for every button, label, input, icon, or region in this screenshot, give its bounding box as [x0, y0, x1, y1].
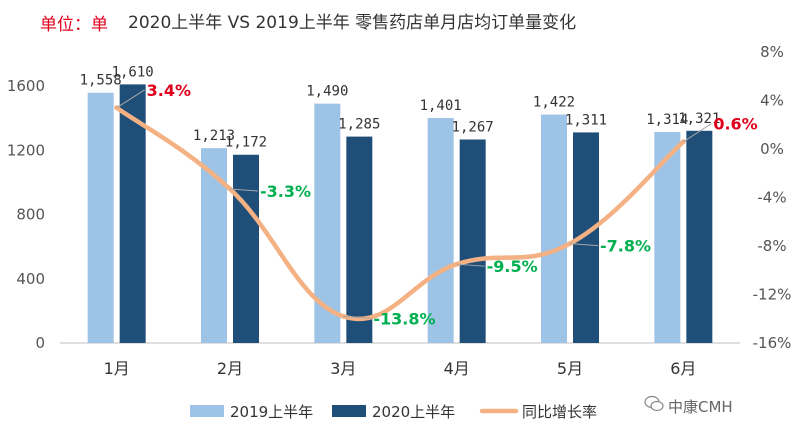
growth-rate-line — [114, 105, 686, 322]
y-left-tick-label: 800 — [16, 206, 45, 224]
legend-swatch — [190, 405, 224, 417]
bar-label-2020: 1,311 — [565, 112, 607, 128]
bar-2019 — [87, 92, 114, 343]
bar-2020 — [459, 139, 486, 343]
chart-title: 2020上半年 VS 2019上半年 零售药店单月店均订单量变化 — [128, 13, 577, 33]
growth-rate-leader — [343, 315, 372, 319]
bar-label-2020: 1,267 — [452, 119, 494, 135]
bar-label-2020: 1,285 — [338, 117, 380, 133]
growth-rate-leader — [229, 188, 259, 192]
y-right-tick-label: 4% — [760, 92, 784, 110]
y-left-tick-label: 400 — [16, 270, 45, 288]
bar-label-2019: 1,422 — [533, 95, 575, 111]
growth-rate-leader — [456, 263, 485, 267]
bar-2020 — [119, 84, 146, 344]
y-left-tick-label: 1600 — [7, 77, 45, 95]
x-category-label: 6月 — [670, 359, 696, 378]
legend-swatch — [332, 405, 366, 417]
growth-line-group: 3.4% -3.3% -13.8% -9.5% -7.8% 0.6% — [114, 81, 758, 328]
growth-rate-leader — [683, 123, 712, 143]
left-y-axis: 0 400 800 1200 1600 — [7, 77, 45, 352]
growth-rate-label: -7.8% — [600, 237, 651, 256]
bar-2020 — [346, 136, 373, 343]
x-category-label: 2月 — [217, 359, 243, 378]
x-category-label: 1月 — [104, 359, 130, 378]
bar-2020 — [233, 154, 259, 343]
unit-label: 单位：单 — [40, 15, 108, 35]
growth-rate-label: 0.6% — [713, 115, 757, 134]
growth-rate-label: 3.4% — [147, 81, 191, 100]
x-category-label: 4月 — [444, 359, 470, 378]
growth-rate-label: -13.8% — [373, 309, 435, 328]
bar-label-2019: 1,490 — [306, 84, 348, 100]
y-right-tick-label: -8% — [757, 237, 786, 255]
bar-2019 — [427, 117, 454, 343]
bar-label-2020: 1,610 — [112, 64, 154, 80]
legend-label: 2020上半年 — [372, 403, 455, 421]
x-category-label: 5月 — [557, 359, 583, 378]
growth-rate-leader — [569, 243, 599, 247]
growth-rate-leader — [116, 89, 145, 109]
growth-rate-label: -9.5% — [487, 257, 538, 276]
y-right-tick-label: -16% — [753, 334, 792, 352]
wechat-icon — [644, 395, 664, 412]
legend-label: 同比增长率 — [522, 403, 597, 421]
y-right-tick-label: -12% — [753, 286, 792, 304]
bar-2019 — [654, 131, 681, 343]
bar-label-2019: 1,558 — [80, 73, 122, 89]
legend-label: 2019上半年 — [230, 403, 313, 421]
bar-label-2019: 1,314 — [646, 112, 688, 128]
y-left-tick-label: 1200 — [7, 141, 45, 159]
legend: 2019上半年 2020上半年 同比增长率 — [190, 403, 597, 421]
bar-label-2019: 1,401 — [420, 98, 462, 114]
bars-group — [87, 84, 713, 344]
y-right-tick-label: -4% — [757, 189, 786, 207]
bar-2019 — [541, 114, 567, 343]
bar-2020 — [686, 130, 713, 343]
x-category-label: 3月 — [330, 359, 356, 378]
x-axis-categories: 1月 2月 3月 4月 5月 6月 — [104, 359, 697, 378]
right-y-axis: -16% -12% -8% -4% 0% 4% 8% — [753, 43, 792, 352]
watermark-text: 中康CMH — [668, 398, 733, 416]
bar-label-2020: 1,172 — [225, 135, 267, 151]
y-right-tick-label: 0% — [760, 140, 784, 158]
bar-label-2020: 1,321 — [678, 111, 720, 127]
y-right-tick-label: 8% — [760, 43, 784, 61]
growth-rate-label: -3.3% — [260, 182, 311, 201]
bar-label-2019: 1,213 — [193, 128, 235, 144]
y-left-tick-label: 0 — [35, 334, 45, 352]
